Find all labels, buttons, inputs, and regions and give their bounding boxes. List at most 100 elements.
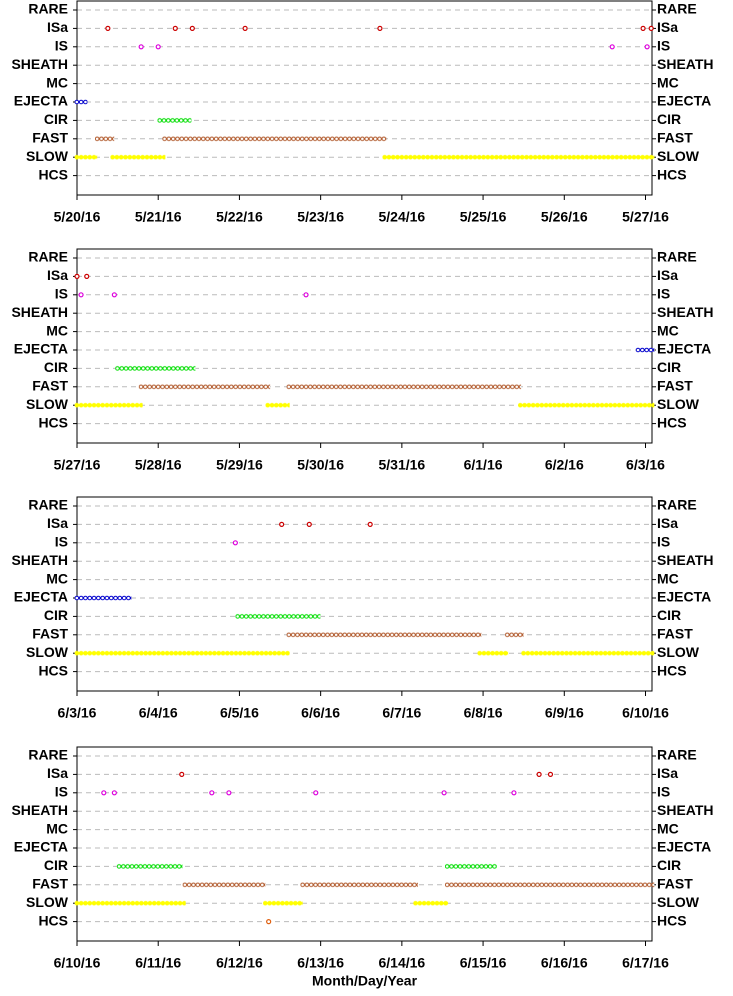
y-tick-label-right: IS bbox=[657, 534, 670, 550]
y-tick-label-right: SLOW bbox=[657, 396, 700, 412]
y-tick-label: RARE bbox=[28, 497, 68, 513]
event-point bbox=[78, 292, 84, 298]
y-tick-label-right: IS bbox=[657, 286, 670, 302]
x-tick-label: 5/28/16 bbox=[135, 457, 182, 473]
event-point bbox=[84, 273, 90, 279]
event-point bbox=[441, 790, 447, 796]
y-tick-label-right: RARE bbox=[657, 747, 697, 763]
y-tick-label-right: FAST bbox=[657, 378, 693, 394]
event-run bbox=[286, 383, 522, 390]
event-run bbox=[286, 631, 482, 638]
y-tick-label-right: CIR bbox=[657, 607, 681, 623]
y-tick-label: SHEATH bbox=[11, 552, 68, 568]
y-tick-label-right: RARE bbox=[657, 497, 697, 513]
event-point bbox=[313, 790, 319, 796]
y-tick-label-right: SHEATH bbox=[657, 552, 714, 568]
y-tick-label: IS bbox=[55, 286, 68, 302]
event-point bbox=[111, 790, 117, 796]
event-run bbox=[182, 881, 266, 888]
event-point bbox=[101, 790, 107, 796]
y-tick-label-right: RARE bbox=[657, 1, 697, 17]
y-tick-label-right: EJECTA bbox=[657, 341, 711, 357]
event-run bbox=[263, 900, 303, 907]
y-tick-label: SHEATH bbox=[11, 56, 68, 72]
event-run bbox=[445, 881, 655, 888]
x-tick-label: 5/23/16 bbox=[297, 209, 344, 225]
y-tick-label: ISa bbox=[47, 267, 68, 283]
event-point bbox=[536, 771, 542, 778]
plot-frame bbox=[76, 746, 653, 942]
x-tick-label: 6/7/16 bbox=[382, 705, 421, 721]
y-tick-label: ISa bbox=[47, 765, 68, 781]
y-tick-label: EJECTA bbox=[14, 839, 68, 855]
x-tick-label: 5/29/16 bbox=[216, 457, 263, 473]
event-run bbox=[413, 900, 449, 907]
x-tick-label: 6/2/16 bbox=[545, 457, 584, 473]
x-tick-label: 5/24/16 bbox=[378, 209, 425, 225]
x-tick-label: 6/14/16 bbox=[378, 955, 425, 971]
y-tick-label: IS bbox=[55, 38, 68, 54]
y-tick-label-right: HCS bbox=[657, 414, 687, 430]
y-tick-label: HCS bbox=[38, 912, 68, 928]
event-run bbox=[74, 650, 290, 657]
event-run bbox=[74, 402, 143, 409]
y-tick-label-right: IS bbox=[657, 784, 670, 800]
event-point bbox=[226, 790, 232, 796]
event-run bbox=[162, 135, 387, 142]
y-tick-label: MC bbox=[46, 322, 68, 338]
y-tick-label: MC bbox=[46, 820, 68, 836]
y-tick-label-right: HCS bbox=[657, 662, 687, 678]
event-run bbox=[74, 154, 98, 161]
x-tick-label: 5/20/16 bbox=[54, 209, 101, 225]
y-tick-label-right: HCS bbox=[657, 166, 687, 182]
event-run bbox=[505, 631, 524, 638]
x-tick-label: 6/9/16 bbox=[545, 705, 584, 721]
y-tick-label: SLOW bbox=[26, 396, 69, 412]
event-point bbox=[232, 540, 238, 546]
y-tick-label-right: CIR bbox=[657, 111, 681, 127]
event-point bbox=[306, 521, 312, 528]
y-tick-label: RARE bbox=[28, 249, 68, 265]
event-point bbox=[105, 25, 111, 31]
event-point bbox=[179, 771, 185, 778]
y-tick-label: SLOW bbox=[26, 148, 69, 164]
y-tick-label: SHEATH bbox=[11, 802, 68, 818]
y-tick-label: CIR bbox=[44, 111, 68, 127]
event-point bbox=[367, 521, 373, 528]
y-tick-label: CIR bbox=[44, 359, 68, 375]
plot-frame bbox=[76, 248, 653, 444]
y-tick-label-right: MC bbox=[657, 322, 679, 338]
x-tick-label: 6/5/16 bbox=[220, 705, 259, 721]
event-run bbox=[138, 383, 271, 390]
event-run bbox=[300, 881, 418, 888]
event-run bbox=[157, 117, 192, 124]
event-point bbox=[511, 790, 517, 796]
x-tick-label: 6/1/16 bbox=[464, 457, 503, 473]
y-tick-label-right: MC bbox=[657, 820, 679, 836]
x-tick-label: 6/4/16 bbox=[139, 705, 178, 721]
y-tick-label: HCS bbox=[38, 166, 68, 182]
event-run bbox=[235, 613, 321, 620]
y-tick-label: IS bbox=[55, 784, 68, 800]
x-tick-label: 5/21/16 bbox=[135, 209, 182, 225]
y-tick-label-right: SLOW bbox=[657, 644, 700, 660]
y-tick-label-right: ISa bbox=[657, 267, 678, 283]
y-tick-label-right: CIR bbox=[657, 857, 681, 873]
event-run bbox=[477, 650, 509, 657]
x-tick-label: 5/26/16 bbox=[541, 209, 588, 225]
x-tick-label: 6/12/16 bbox=[216, 955, 263, 971]
x-tick-label: 6/3/16 bbox=[626, 457, 665, 473]
x-tick-label: 6/11/16 bbox=[135, 955, 181, 971]
y-tick-label: RARE bbox=[28, 1, 68, 17]
event-point bbox=[377, 25, 383, 31]
event-point bbox=[547, 771, 554, 778]
y-tick-label: EJECTA bbox=[14, 589, 68, 605]
y-tick-label-right: EJECTA bbox=[657, 839, 711, 855]
event-run bbox=[110, 154, 166, 161]
y-tick-label-right: ISa bbox=[657, 765, 678, 781]
y-tick-label-right: SLOW bbox=[657, 894, 700, 910]
x-axis-label: Month/Day/Year bbox=[312, 973, 418, 989]
event-point bbox=[644, 44, 650, 50]
y-tick-label-right: MC bbox=[657, 74, 679, 90]
